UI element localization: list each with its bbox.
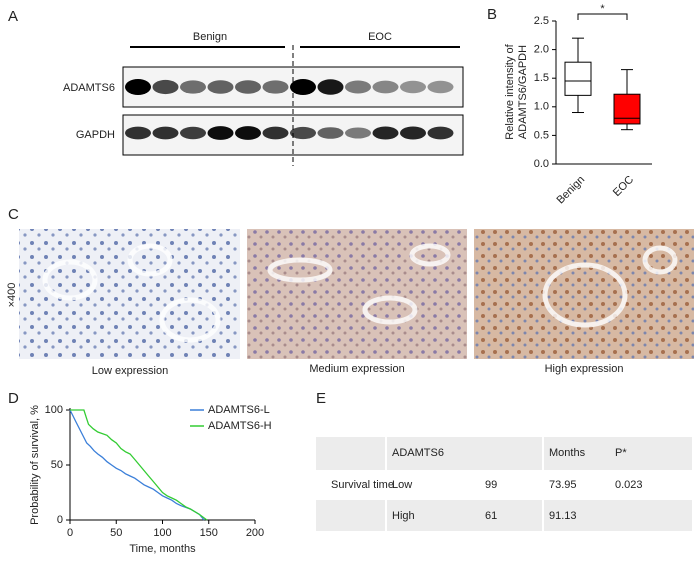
- group-label: EOC: [368, 31, 392, 43]
- band: [180, 80, 206, 94]
- band: [235, 126, 261, 140]
- legend-label: ADAMTS6-L: [208, 404, 270, 416]
- significance-bracket: [577, 13, 628, 20]
- band: [262, 126, 289, 140]
- band: [180, 126, 206, 140]
- panel-label: A: [8, 8, 18, 25]
- table-header: ADAMTS6: [392, 447, 444, 459]
- y-tick-label: 2.5: [534, 15, 549, 27]
- band: [125, 79, 151, 95]
- table-cell: Survival time: [331, 479, 394, 491]
- table-cell: 61: [485, 510, 497, 522]
- x-tick-label: 50: [110, 527, 122, 539]
- band: [427, 126, 454, 140]
- band: [152, 126, 179, 140]
- band: [400, 80, 426, 94]
- band: [262, 80, 289, 94]
- x-axis-label: Time, months: [129, 543, 196, 555]
- band: [372, 126, 399, 140]
- y-tick-label: 2.0: [534, 44, 549, 56]
- y-axis-label: ADAMTS6/GAPDH: [517, 45, 529, 139]
- survival-line: [69, 409, 205, 521]
- band: [290, 79, 316, 95]
- caption: Low expression: [92, 365, 168, 377]
- y-tick-label: 100: [45, 404, 63, 416]
- band: [290, 126, 316, 140]
- table-header: P*: [615, 447, 627, 459]
- histology-image: [247, 229, 467, 359]
- table-cell: High: [392, 510, 415, 522]
- band: [207, 80, 234, 94]
- band: [372, 80, 399, 94]
- legend-label: ADAMTS6-H: [208, 420, 272, 432]
- box: [613, 93, 641, 125]
- band: [345, 80, 371, 94]
- band: [317, 79, 344, 95]
- table-header: Months: [549, 447, 586, 459]
- row-label: ADAMTS6: [63, 82, 115, 94]
- band: [152, 79, 179, 95]
- x-tick-label: EOC: [611, 174, 636, 199]
- table-cell: 73.95: [549, 479, 577, 491]
- table-cell: 0.023: [615, 479, 643, 491]
- group-label: Benign: [193, 31, 227, 43]
- band: [427, 80, 454, 94]
- y-tick-label: 0.5: [534, 129, 549, 141]
- table-cell: Low: [392, 479, 412, 491]
- magnification: ×400: [6, 283, 18, 308]
- x-tick-label: 0: [67, 527, 73, 539]
- y-tick-label: 0: [57, 514, 63, 526]
- band: [400, 126, 426, 140]
- bands: [125, 79, 454, 140]
- y-axis-label: Relative intensity of: [504, 43, 516, 139]
- y-tick-label: 50: [51, 459, 63, 471]
- table-cell: 91.13: [549, 510, 577, 522]
- panel-label: E: [316, 390, 326, 407]
- panel-label: D: [8, 390, 19, 407]
- x-tick-label: Benign: [554, 174, 587, 207]
- row-label: GAPDH: [76, 129, 115, 141]
- y-tick-label: 1.0: [534, 101, 549, 113]
- table-row: [316, 500, 692, 531]
- band: [125, 126, 151, 140]
- band: [207, 126, 234, 140]
- band: [235, 80, 261, 94]
- x-tick-label: 200: [246, 527, 264, 539]
- panel-label: C: [8, 206, 19, 223]
- x-tick-label: 150: [200, 527, 218, 539]
- panel-label: B: [487, 6, 497, 23]
- table-row: [316, 437, 692, 470]
- y-axis-label: Probability of survival, %: [29, 405, 41, 525]
- annotation: *: [600, 3, 605, 15]
- band: [345, 127, 371, 139]
- tissue-texture: [42, 243, 678, 343]
- y-tick-label: 1.5: [534, 72, 549, 84]
- y-tick-label: 0.0: [534, 158, 549, 170]
- table-cell: 99: [485, 479, 497, 491]
- caption: High expression: [545, 363, 624, 375]
- survival-line: [70, 409, 208, 521]
- x-tick-label: 100: [153, 527, 171, 539]
- box: [564, 61, 592, 96]
- caption: Medium expression: [309, 363, 404, 375]
- band: [317, 127, 344, 139]
